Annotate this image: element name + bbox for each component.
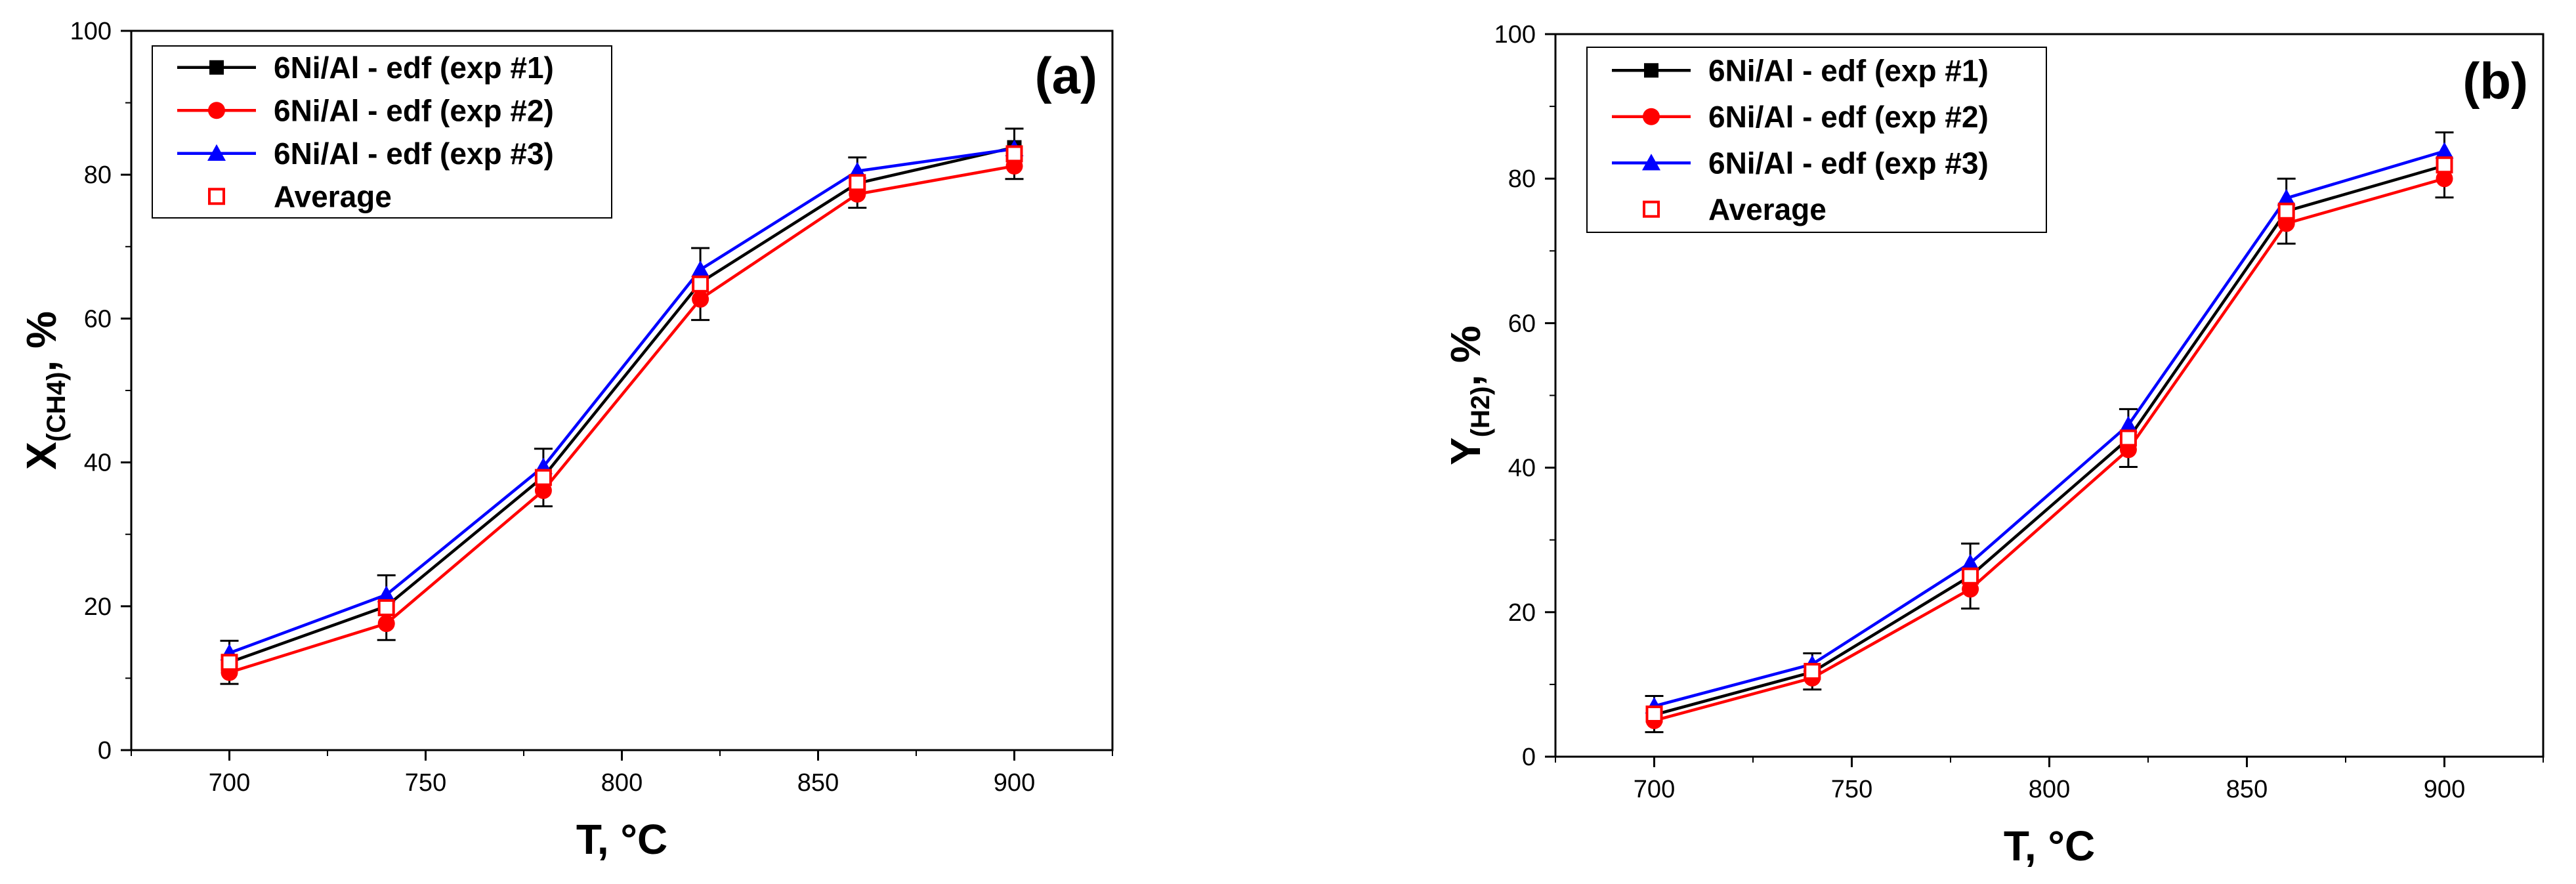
data-point <box>377 599 395 616</box>
legend-label: Average <box>1708 192 1826 226</box>
legend-marker <box>1644 63 1658 78</box>
y-tick-label: 40 <box>84 450 112 477</box>
legend-marker <box>207 144 226 161</box>
legend-marker <box>208 188 225 205</box>
legend-marker <box>1643 200 1660 218</box>
x-tick-label: 800 <box>2029 776 2070 803</box>
data-point <box>1961 553 1980 571</box>
series-line <box>228 147 1015 655</box>
legend-marker <box>208 102 225 119</box>
data-point <box>2119 415 2138 432</box>
data-point <box>2277 188 2296 206</box>
legend-marker <box>1642 154 1660 171</box>
legend-box <box>1586 47 2047 233</box>
chart-panel-b: 700 750 800 850 900 0 20 40 60 80 100 T, °C Y(H2), %… <box>1442 21 2544 870</box>
x-axis-title: T, °C <box>576 816 667 863</box>
data-point <box>1804 663 1821 681</box>
y-tick-label: 40 <box>1508 455 1536 482</box>
x-tick-label: 850 <box>2226 776 2268 803</box>
data-point <box>1005 145 1023 163</box>
x-tick-label: 750 <box>1831 776 1872 803</box>
legend-label: 6Ni/Al - edf (exp #1) <box>1708 53 1989 87</box>
chart-panel-a: 700 750 800 850 900 0 20 40 60 80 100 T, °C X(CH4), … <box>18 18 1114 863</box>
x-tick-label: 850 <box>797 769 839 797</box>
y-tick-label: 80 <box>84 161 112 189</box>
y-axis-title: Y(H2), % <box>1442 326 1495 465</box>
legend-box <box>152 45 612 219</box>
data-point <box>377 585 396 602</box>
legend-marker <box>209 60 224 75</box>
y-tick-label: 100 <box>70 18 112 45</box>
data-point <box>692 275 709 293</box>
data-point <box>534 469 552 486</box>
series-line <box>228 146 1015 664</box>
y-axis-title-subscript: (H2) <box>1466 387 1495 438</box>
legend-label: 6Ni/Al - edf (exp #3) <box>274 137 554 171</box>
y-axis-title-subscript: (CH4) <box>42 372 71 442</box>
legend: 6Ni/Al - edf (exp #1) 6Ni/Al - edf (exp #… <box>1586 47 2047 233</box>
x-tick-label: 750 <box>405 769 446 797</box>
y-axis-title: X(CH4), % <box>18 311 71 470</box>
series-line <box>1653 150 2445 708</box>
data-point <box>534 482 552 499</box>
x-tick-label: 700 <box>209 769 250 797</box>
data-point <box>1962 580 1979 598</box>
data-point <box>2435 142 2454 159</box>
data-point <box>691 260 710 278</box>
data-point <box>2436 156 2453 174</box>
panel-label: (a) <box>1035 47 1097 104</box>
data-point <box>2119 429 2137 447</box>
legend-label: Average <box>274 179 392 213</box>
x-tick-label: 800 <box>601 769 643 797</box>
y-tick-label: 80 <box>1508 165 1536 193</box>
data-point <box>692 290 709 308</box>
y-tick-label: 60 <box>1508 310 1536 337</box>
data-point <box>221 654 238 671</box>
legend-label: 6Ni/Al - edf (exp #2) <box>274 93 554 127</box>
panel-label: (b) <box>2462 52 2528 110</box>
y-tick-label: 20 <box>1508 599 1536 627</box>
legend-label: 6Ni/Al - edf (exp #2) <box>1708 100 1989 134</box>
series-line <box>228 164 1015 674</box>
y-tick-label: 60 <box>84 305 112 333</box>
y-axis-title-suffix: , % <box>18 311 65 371</box>
data-point <box>2277 202 2295 220</box>
legend-marker <box>1643 108 1660 125</box>
y-axis-title-suffix: , % <box>1442 326 1489 386</box>
legend-label: 6Ni/Al - edf (exp #3) <box>1708 146 1989 180</box>
x-tick-label: 900 <box>2424 776 2465 803</box>
series-line <box>1653 177 2445 723</box>
data-point <box>1645 705 1663 723</box>
data-point <box>1962 567 1979 585</box>
y-tick-label: 100 <box>1494 21 1536 49</box>
legend-label: 6Ni/Al - edf (exp #1) <box>274 51 554 85</box>
y-tick-label: 0 <box>1522 744 1536 771</box>
series-line <box>1653 164 2445 717</box>
x-axis-title: T, °C <box>2004 822 2095 870</box>
x-tick-label: 900 <box>994 769 1035 797</box>
x-tick-label: 700 <box>1634 776 1675 803</box>
y-axis-title-main: X <box>18 442 65 470</box>
data-point <box>377 615 395 633</box>
data-point <box>849 174 866 192</box>
legend: 6Ni/Al - edf (exp #1) 6Ni/Al - edf (exp #… <box>152 45 612 219</box>
y-tick-label: 0 <box>98 737 112 765</box>
y-axis-title-main: Y <box>1442 437 1489 465</box>
data-point <box>2436 170 2453 188</box>
y-tick-label: 20 <box>84 593 112 621</box>
